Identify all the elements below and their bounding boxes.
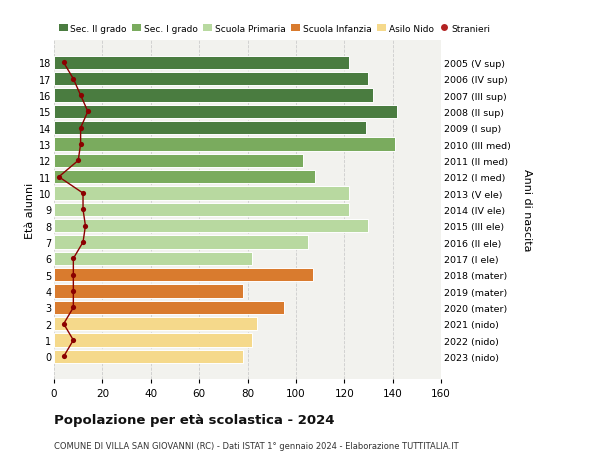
Point [68, 337, 78, 344]
Bar [54, 187, 349, 201]
Point [59, 353, 68, 360]
Bar [54, 122, 366, 135]
Text: Popolazione per età scolastica - 2024: Popolazione per età scolastica - 2024 [54, 413, 335, 426]
Bar [54, 56, 349, 70]
Bar [54, 236, 308, 249]
Y-axis label: Età alunni: Età alunni [25, 182, 35, 238]
Bar [54, 138, 395, 151]
Point [68, 255, 78, 263]
Point [83, 108, 92, 116]
Bar [54, 334, 253, 347]
Y-axis label: Anni di nascita: Anni di nascita [522, 169, 532, 251]
Point [54, 174, 64, 181]
Bar [54, 252, 253, 266]
Bar [54, 350, 242, 364]
Bar [54, 219, 368, 233]
Bar [54, 203, 349, 217]
Point [59, 60, 68, 67]
Point [78, 206, 88, 213]
Bar [54, 317, 257, 331]
Point [76, 141, 85, 148]
Point [80, 223, 90, 230]
Text: COMUNE DI VILLA SAN GIOVANNI (RC) - Dati ISTAT 1° gennaio 2024 - Elaborazione TU: COMUNE DI VILLA SAN GIOVANNI (RC) - Dati… [54, 441, 458, 450]
Bar [54, 269, 313, 282]
Bar [54, 89, 373, 103]
Point [73, 157, 83, 165]
Point [68, 288, 78, 295]
Point [68, 304, 78, 312]
Point [59, 320, 68, 328]
Point [76, 125, 85, 132]
Bar [54, 73, 368, 86]
Bar [54, 285, 242, 298]
Bar [54, 171, 315, 184]
Bar [54, 301, 284, 314]
Legend: Sec. II grado, Sec. I grado, Scuola Primaria, Scuola Infanzia, Asilo Nido, Stran: Sec. II grado, Sec. I grado, Scuola Prim… [59, 24, 490, 34]
Point [76, 92, 85, 100]
Point [78, 239, 88, 246]
Point [68, 272, 78, 279]
Point [68, 76, 78, 83]
Bar [54, 106, 397, 119]
Bar [54, 154, 303, 168]
Point [78, 190, 88, 197]
